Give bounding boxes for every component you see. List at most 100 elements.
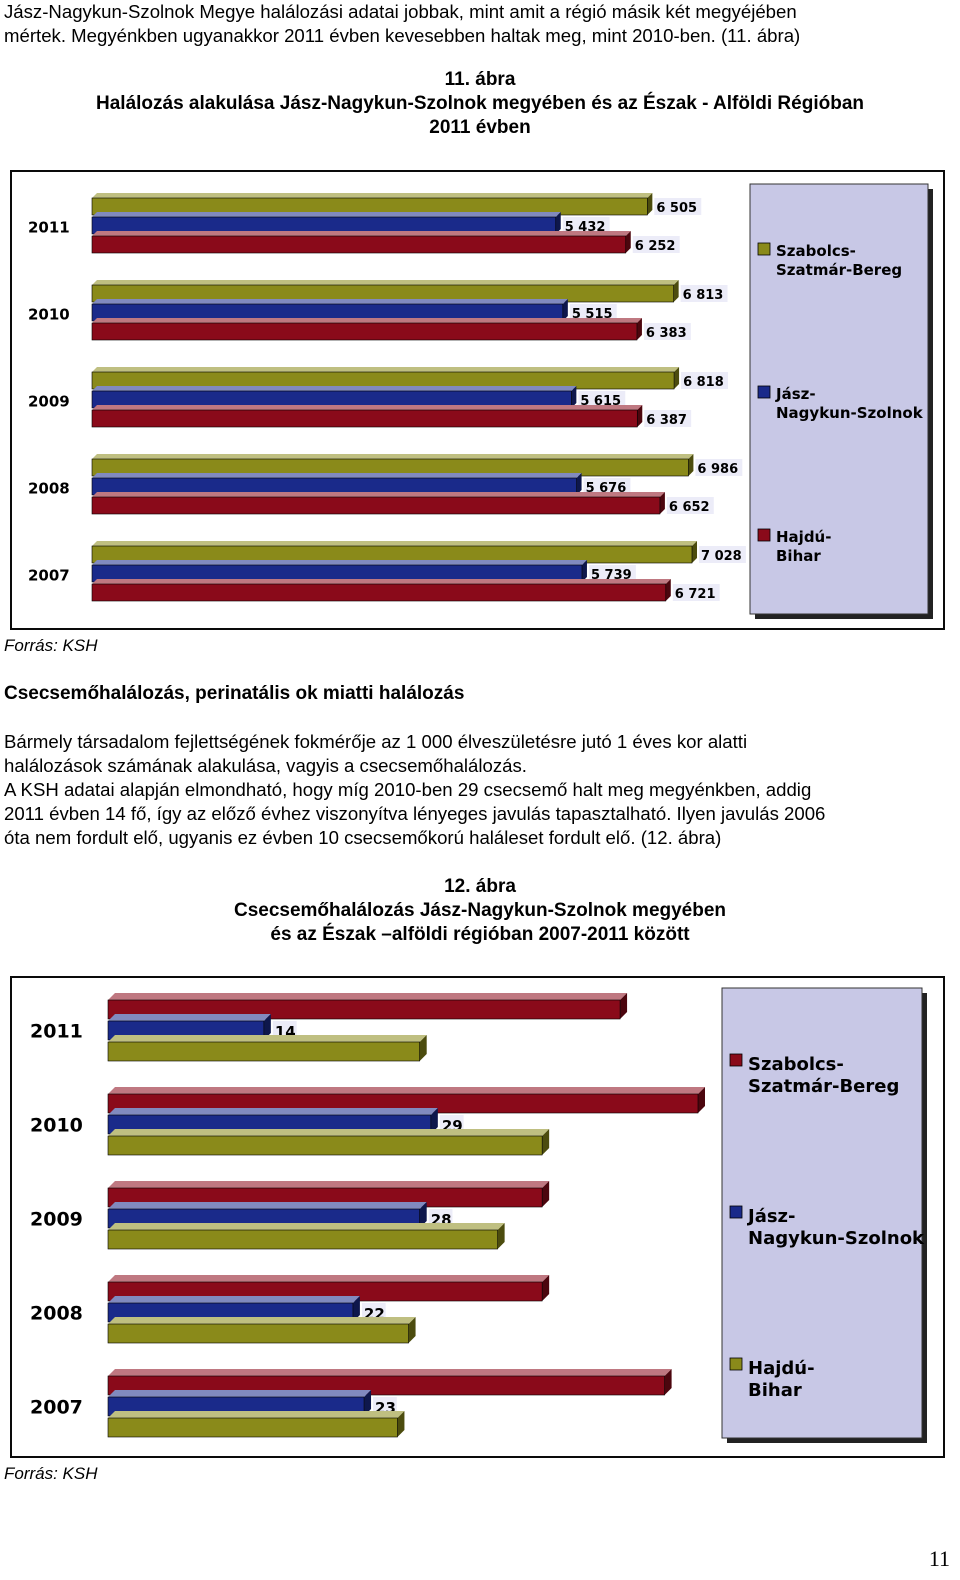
legend-label: Hajdú-: [748, 1358, 815, 1379]
data-label: 6 813: [683, 288, 724, 303]
bar-top: [92, 579, 671, 584]
bar: [107, 1323, 409, 1344]
p2-line-3: óta nem fordult elő, ugyanis ez évben 10…: [4, 827, 722, 848]
data-label-bg: [583, 478, 631, 495]
legend-label: Hajdú-: [776, 528, 831, 546]
legend-label: Bihar: [748, 1380, 802, 1401]
p2-line-2: 2011 évben 14 fő, így az előző évhez vis…: [4, 803, 826, 824]
category-label: 2011: [28, 219, 70, 237]
figure12-caption: 12. ábra Csecsemőhalálozás Jász-Nagykun-…: [0, 875, 960, 947]
bar-top: [108, 1369, 672, 1376]
bar-side: [698, 1087, 705, 1113]
bar-side: [625, 231, 631, 253]
legend-swatch: [757, 242, 771, 256]
data-label-bg: [680, 285, 728, 302]
figure12-chart: 2011 14 2010 29 2009 28 2008 22 2007 23 Szabolcs- S…: [10, 976, 945, 1458]
bar-top: [92, 405, 643, 410]
legend-panel: [721, 987, 923, 1439]
bar-top: [92, 560, 587, 565]
data-label-bg: [643, 323, 691, 340]
category-label: 2007: [28, 567, 70, 585]
figure11-title-line-2: 2011 évben: [429, 117, 531, 138]
category-label: 2010: [28, 306, 70, 324]
bar-side: [637, 405, 643, 427]
section-paragraph-1: Bármely társadalom fejlettségének fokmér…: [4, 730, 954, 778]
data-label-bg: [666, 497, 714, 514]
intro-line-1: Jász-Nagykun-Szolnok Megye halálozási ad…: [4, 1, 797, 22]
p1-line-1: Bármely társadalom fejlettségének fokmér…: [4, 731, 748, 752]
category-label: 2009: [28, 393, 70, 411]
data-label: 6 986: [697, 462, 738, 477]
bar-side: [692, 541, 697, 563]
bar-top: [108, 1223, 505, 1230]
category-label: 2009: [30, 1209, 83, 1231]
figure11-number: 11. ábra: [444, 69, 516, 90]
bar-top: [108, 1411, 405, 1418]
bar-side: [571, 386, 577, 408]
bar: [107, 1229, 498, 1250]
bar-side: [665, 579, 671, 601]
bar-top: [108, 1296, 360, 1303]
legend-label: Jász-: [746, 1206, 796, 1227]
bar-top: [108, 1035, 427, 1042]
bar-top: [92, 454, 694, 459]
data-label-bg: [695, 459, 743, 476]
legend-swatch: [757, 528, 771, 542]
bar-top: [108, 1317, 416, 1324]
data-label-bg: [644, 410, 692, 427]
bar-side: [562, 299, 568, 321]
legend-label: Nagykun-Szolnok: [776, 404, 924, 422]
page-number: 11: [928, 1546, 950, 1571]
bar: [91, 235, 627, 254]
bar-side: [430, 1108, 438, 1134]
figure12-title-line-2: és az Észak –alföldi régióban 2007-2011 …: [270, 924, 690, 945]
figure12-source: Forrás: KSH: [4, 1464, 98, 1483]
bar-side: [364, 1390, 372, 1416]
bar-side: [673, 280, 679, 302]
data-label: 6 721: [675, 587, 716, 602]
intro-paragraph: Jász-Nagykun-Szolnok Megye halálozási ad…: [4, 0, 954, 48]
bar-top: [108, 1275, 550, 1282]
section-heading: Csecsemőhalálozás, perinatális ok miatti…: [4, 683, 465, 704]
bar-top: [92, 280, 679, 285]
bar-top: [92, 299, 568, 304]
bar-top: [92, 386, 577, 391]
bar-side: [542, 1181, 550, 1207]
bar-side: [419, 1035, 427, 1061]
bar-side: [419, 1202, 427, 1228]
data-label-bg: [588, 565, 636, 582]
intro-line-2: mértek. Megyénkben ugyanakkor 2011 évben…: [4, 25, 801, 46]
bar-side: [674, 367, 680, 389]
p1-line-2: halálozások számának alakulása, vagyis a…: [4, 755, 527, 776]
bar-side: [664, 1369, 672, 1395]
bar: [107, 1417, 398, 1438]
legend-label: Szabolcs-: [776, 242, 856, 260]
data-label: 6 505: [656, 201, 697, 216]
figure12-number: 12. ábra: [444, 876, 516, 897]
bar-side: [397, 1411, 405, 1437]
legend-label: Szabolcs-: [748, 1054, 844, 1075]
bar-side: [408, 1317, 416, 1343]
bar-top: [108, 1087, 705, 1094]
bar: [107, 1135, 543, 1156]
legend-swatch: [729, 1205, 743, 1219]
category-label: 2007: [30, 1397, 83, 1419]
bar-side: [497, 1223, 505, 1249]
category-label: 2011: [30, 1021, 83, 1043]
bar-top: [108, 1390, 372, 1397]
bar: [107, 1041, 420, 1062]
data-label-bg: [681, 372, 728, 389]
bar-side: [647, 193, 653, 215]
legend-label: Bihar: [776, 547, 821, 565]
bar-top: [92, 318, 642, 323]
bar-top: [92, 231, 631, 236]
bar-side: [263, 1014, 271, 1040]
data-label-bg: [672, 584, 720, 601]
bar: [91, 409, 638, 428]
bar-top: [92, 492, 665, 497]
legend-swatch: [729, 1357, 743, 1371]
legend-swatch: [729, 1053, 743, 1067]
data-label: 6 652: [669, 500, 710, 515]
legend-panel: [749, 183, 929, 615]
